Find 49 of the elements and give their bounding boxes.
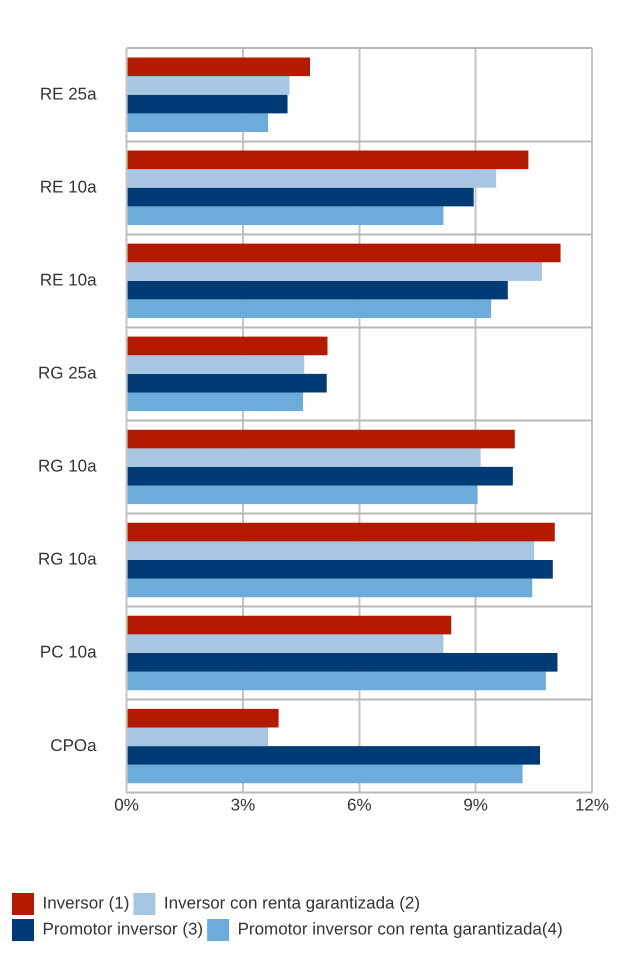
- y-tick-label: CPOa: [50, 736, 98, 755]
- bar: [128, 708, 279, 728]
- bar: [128, 392, 304, 412]
- bar: [128, 727, 268, 746]
- y-tick-label: RE 10a: [40, 177, 98, 196]
- x-tick-label: 12%: [574, 795, 610, 814]
- bar: [128, 486, 478, 504]
- legend-label: Promotor inversor (3): [42, 920, 204, 939]
- legend-label: Inversor con renta garantizada (2): [164, 894, 420, 913]
- x-tick-label: 0%: [114, 795, 139, 814]
- bar: [128, 336, 328, 356]
- x-tick-label: 3%: [230, 795, 256, 814]
- bar: [128, 150, 528, 170]
- bar: [128, 560, 553, 579]
- bar: [128, 616, 452, 634]
- y-tick-label: PC 10a: [40, 642, 98, 662]
- legend-label: Promotor inversor con renta garantizada(4): [238, 920, 563, 939]
- bar: [128, 113, 268, 132]
- bar: [128, 169, 496, 188]
- bar: [128, 374, 327, 392]
- bar: [128, 430, 515, 448]
- bar: [128, 188, 474, 206]
- x-tick-label: 6%: [347, 795, 372, 814]
- bar: [128, 764, 523, 784]
- bar: [128, 672, 546, 690]
- bar: [128, 578, 532, 598]
- bar: [128, 448, 481, 467]
- bar: [128, 466, 513, 486]
- y-tick-label: RG 10a: [38, 456, 98, 476]
- y-tick-label: RG 10a: [38, 550, 98, 569]
- bar: [128, 746, 540, 765]
- bar: [128, 299, 492, 318]
- bar: [128, 76, 290, 95]
- bar: [128, 58, 310, 76]
- y-tick-label: RG 25a: [38, 364, 98, 383]
- bar: [128, 653, 558, 672]
- bar: [128, 94, 288, 114]
- bar: [128, 522, 555, 542]
- bar: [128, 355, 304, 374]
- legend-label: Inversor (1): [42, 894, 130, 913]
- x-tick-label: 9%: [463, 795, 488, 814]
- bar: [128, 262, 542, 281]
- y-tick-label: RE 25a: [40, 84, 98, 104]
- bar: [128, 541, 534, 560]
- bar: [128, 206, 444, 225]
- bar: [128, 280, 508, 300]
- bar: [128, 244, 561, 262]
- y-tick-label: RE 10a: [40, 270, 98, 290]
- bar: [128, 634, 444, 654]
